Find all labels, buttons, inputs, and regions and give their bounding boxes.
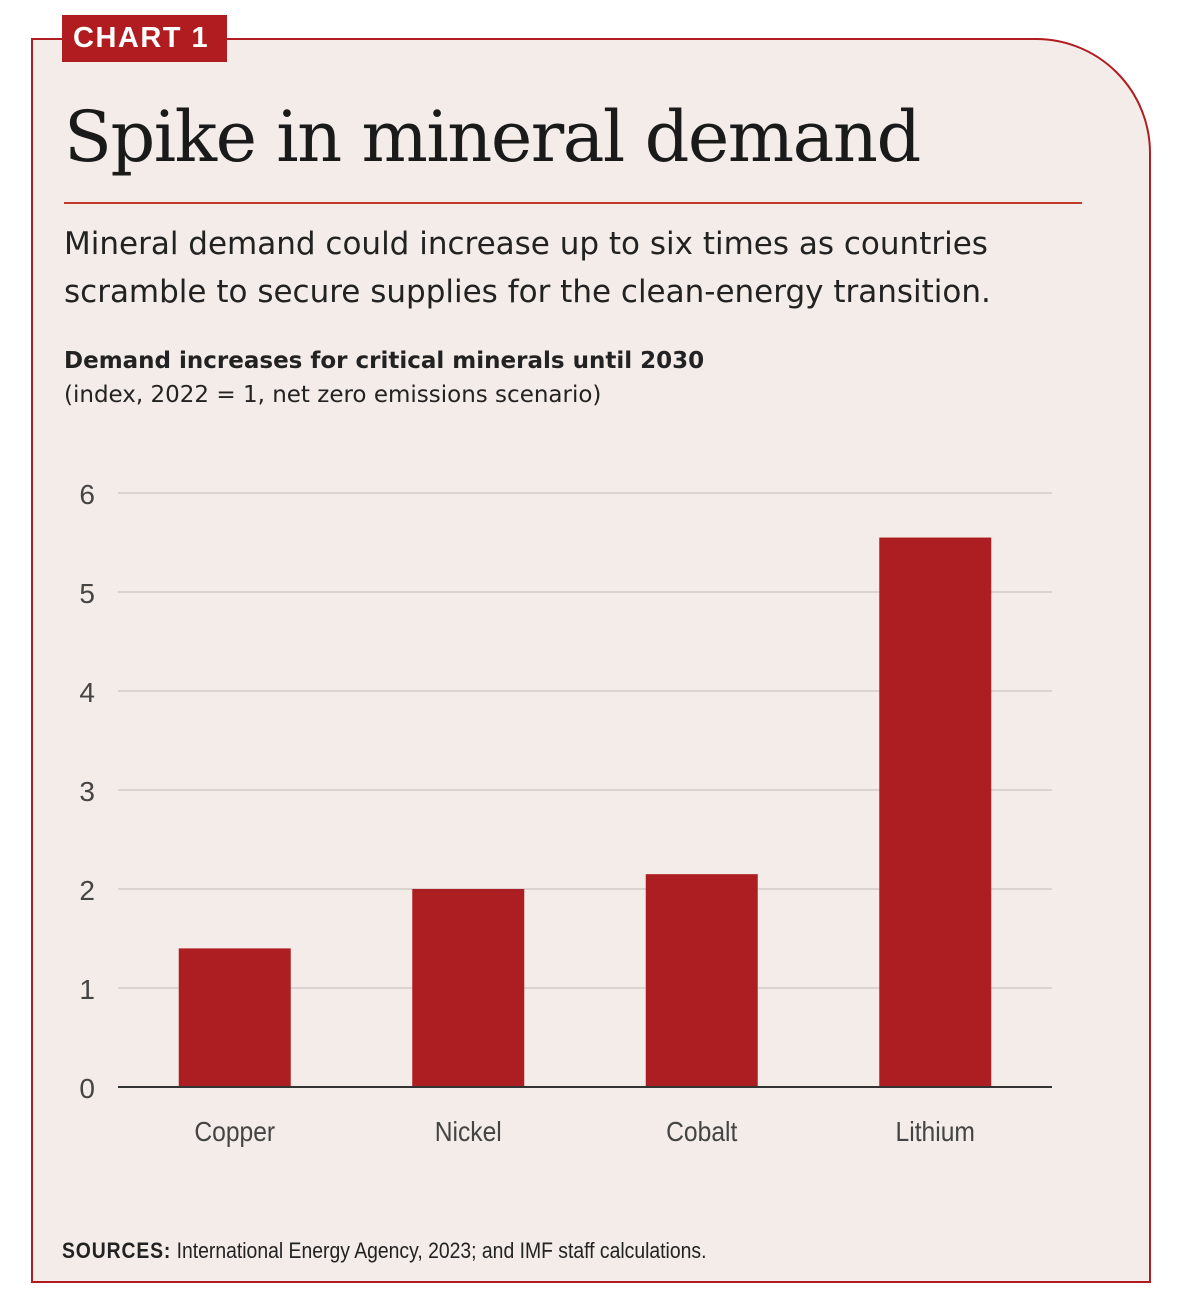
- bar-copper: [178, 948, 291, 1087]
- x-tick-label: Cobalt: [666, 1116, 738, 1148]
- y-tick-label: 0: [79, 1073, 95, 1104]
- chart-title: Demand increases for critical minerals u…: [64, 348, 705, 374]
- x-tick-label: Lithium: [896, 1116, 975, 1148]
- y-tick-label: 2: [79, 875, 95, 906]
- chart-description: Mineral demand could increase up to six …: [64, 226, 991, 310]
- sources-label: SOURCES:: [62, 1238, 172, 1263]
- y-tick-label: 5: [79, 578, 95, 609]
- y-tick-label: 6: [79, 479, 95, 510]
- title-divider: [64, 202, 1082, 204]
- chart-headline: Spike in mineral demand: [64, 96, 921, 178]
- bar-nickel: [412, 889, 525, 1087]
- x-tick-label: Copper: [194, 1116, 275, 1148]
- bar-lithium: [879, 537, 992, 1087]
- y-tick-label: 4: [79, 677, 95, 708]
- x-tick-label: Nickel: [435, 1116, 502, 1148]
- sources-note: SOURCES: International Energy Agency, 20…: [62, 1238, 706, 1264]
- chart-unit: (index, 2022 = 1, net zero emissions sce…: [64, 382, 602, 408]
- sources-text: International Energy Agency, 2023; and I…: [171, 1238, 707, 1263]
- y-tick-label: 3: [79, 776, 95, 807]
- bar-cobalt: [645, 874, 758, 1087]
- y-tick-label: 1: [79, 974, 95, 1005]
- chart-tag: CHART 1: [62, 15, 228, 62]
